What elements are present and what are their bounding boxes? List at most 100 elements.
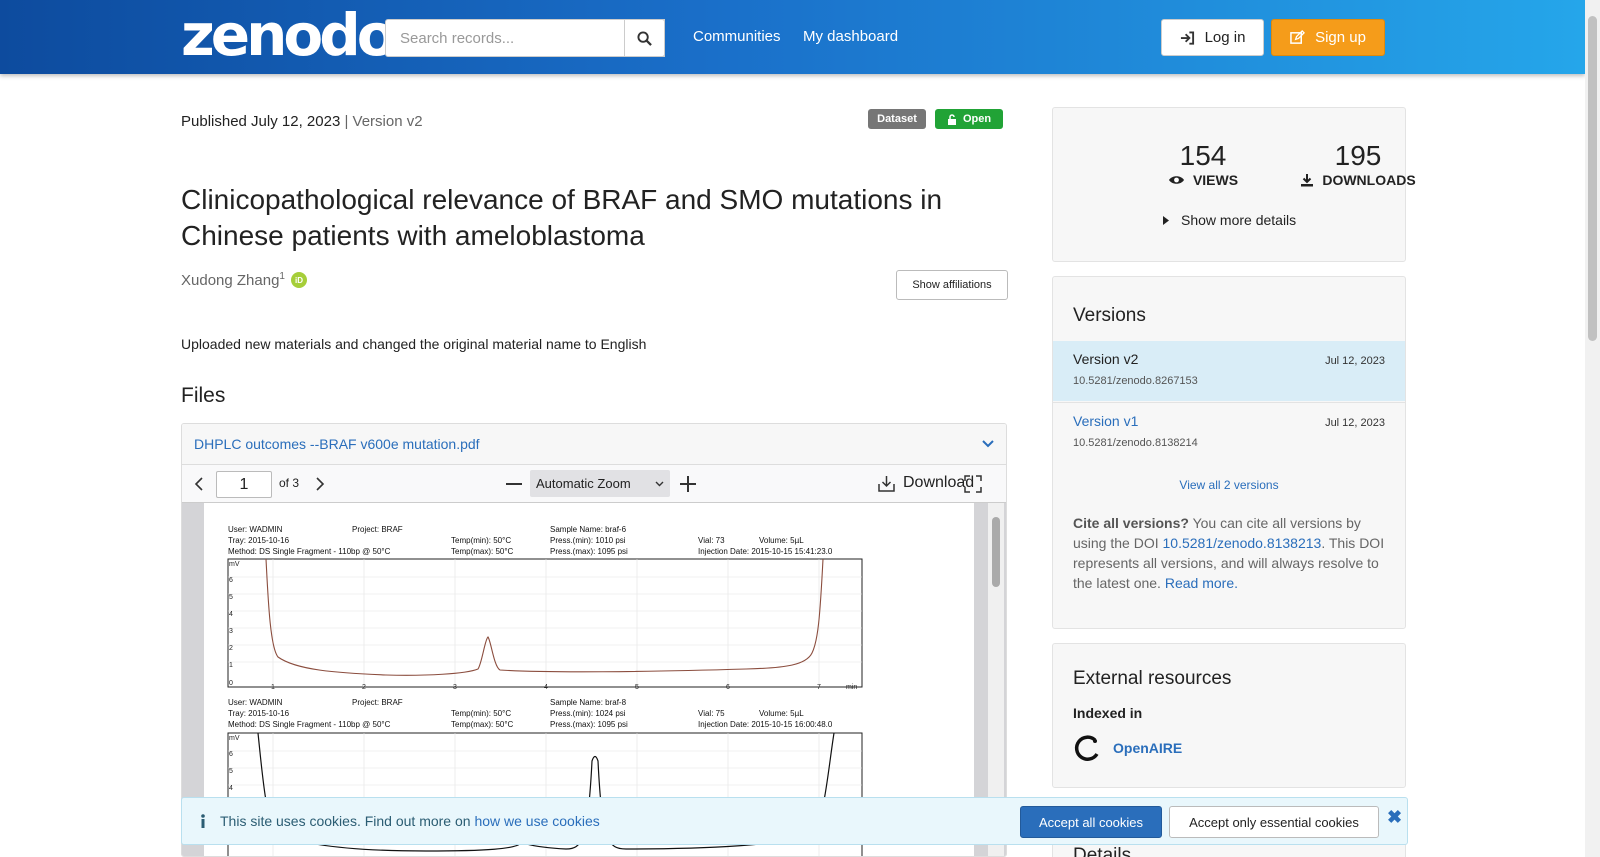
chevron-down-icon[interactable] (982, 440, 994, 448)
show-affiliations-button[interactable]: Show affiliations (896, 270, 1008, 300)
nav-communities[interactable]: Communities (693, 28, 781, 45)
svg-text:5: 5 (635, 684, 639, 689)
accept-essential-cookies-button[interactable]: Accept only essential cookies (1169, 806, 1379, 838)
svg-text:3: 3 (229, 628, 233, 635)
svg-text:1: 1 (271, 684, 275, 689)
chart1-meta-col2: Project: BRAF (352, 525, 403, 534)
svg-text:2: 2 (362, 684, 366, 689)
chart2-meta-col5: Vial: 75 Injection Date: 2015-10-15 16:00… (698, 709, 833, 729)
login-label: Log in (1204, 29, 1246, 46)
unlock-icon (947, 113, 956, 125)
downloads-count: 195 (1334, 140, 1382, 171)
file-header[interactable]: DHPLC outcomes --BRAF v600e mutation.pdf (182, 424, 1006, 465)
zenodo-logo[interactable]: zenodo (181, 1, 397, 69)
author: Xudong Zhang1 iD (181, 271, 307, 289)
chart1-x-ticks: 1 2 3 4 5 6 7 min (271, 684, 857, 689)
published-label: Published July 12, 2023 (181, 113, 341, 130)
pdf-scroll-thumb[interactable] (992, 517, 1000, 587)
view-all-versions-link[interactable]: View all 2 versions (1179, 478, 1279, 492)
fullscreen-icon[interactable] (964, 475, 982, 493)
file-preview-panel: DHPLC outcomes --BRAF v600e mutation.pdf… (181, 423, 1007, 857)
svg-text:5: 5 (229, 594, 233, 601)
orcid-icon[interactable]: iD (290, 272, 307, 288)
downloads-label: DOWNLOADS (1278, 172, 1438, 188)
cookie-banner: This site uses cookies. Find out more on… (181, 797, 1408, 845)
sign-in-icon (1180, 30, 1194, 45)
version-label: | Version v2 (344, 113, 423, 130)
svg-text:6: 6 (229, 577, 233, 584)
external-resources-heading: External resources (1073, 668, 1232, 689)
eye-icon (1168, 176, 1184, 184)
signup-button[interactable]: Sign up (1271, 19, 1385, 56)
svg-text:4: 4 (544, 684, 548, 689)
published-date: Published July 12, 2023 | Version v2 (181, 113, 423, 130)
download-icon (878, 475, 895, 492)
pdf-download-label: Download (903, 474, 975, 491)
cite-doi-link[interactable]: 10.5281/zenodo.8138213 (1162, 535, 1322, 551)
signup-label: Sign up (1315, 29, 1366, 46)
author-affiliation-number: 1 (279, 271, 285, 282)
page-scroll-thumb[interactable] (1588, 16, 1597, 341)
login-button[interactable]: Log in (1161, 19, 1264, 56)
chevron-down-icon (655, 481, 664, 486)
zoom-in-icon[interactable] (680, 476, 696, 492)
version-doi: 10.5281/zenodo.8138214 (1073, 437, 1198, 449)
svg-text:mV: mV (229, 561, 240, 568)
version-doi: 10.5281/zenodo.8267153 (1073, 375, 1198, 387)
chart1-y-ticks: mV 6 5 4 3 2 1 0 (229, 561, 240, 687)
nav-my-dashboard[interactable]: My dashboard (803, 28, 899, 45)
search-input[interactable]: Search records... (385, 19, 665, 57)
edit-icon (1290, 30, 1306, 44)
close-icon[interactable]: ✖ (1387, 807, 1403, 827)
zoom-out-icon[interactable] (506, 483, 522, 485)
chart2-meta-col2: Project: BRAF (352, 698, 403, 707)
details-heading: Details (1073, 845, 1132, 857)
site-header: zenodo Search records... Communities My … (0, 0, 1585, 74)
zoom-value: Automatic Zoom (536, 476, 631, 491)
search-icon (637, 30, 652, 46)
version-item-v2[interactable]: Version v2 Jul 12, 2023 10.5281/zenodo.8… (1053, 341, 1405, 401)
svg-text:4: 4 (229, 785, 233, 792)
page-number-input[interactable]: 1 (216, 471, 272, 498)
pdf-page: User: WADMIN Tray: 2015-10-16 Method: DS S… (204, 503, 974, 856)
files-heading: Files (181, 384, 226, 407)
read-more-link[interactable]: Read more. (1164, 575, 1238, 591)
zoom-select[interactable]: Automatic Zoom (530, 470, 670, 497)
page-scrollbar[interactable] (1585, 0, 1600, 857)
indexed-in-label: Indexed in (1073, 705, 1143, 721)
openaire-link[interactable]: OpenAIRE (1073, 734, 1182, 762)
author-name[interactable]: Xudong Zhang1 (181, 271, 285, 289)
caret-right-icon (1163, 215, 1169, 225)
accept-all-cookies-button[interactable]: Accept all cookies (1020, 806, 1162, 838)
chart1-meta-col6: Volume: 5µL (759, 536, 804, 545)
previous-page-icon[interactable] (194, 477, 204, 491)
record-title: Clinicopathological relevance of BRAF an… (181, 184, 943, 251)
svg-text:0: 0 (229, 680, 233, 687)
versions-card: Versions Version v2 Jul 12, 2023 10.5281… (1052, 276, 1406, 629)
show-more-details-label: Show more details (1181, 212, 1297, 228)
cite-bold: Cite all versions? (1073, 515, 1189, 531)
chart1-meta-col4: Sample Name: braf-6 Press.(min): 1010 psi… (550, 525, 628, 556)
pdf-scrollbar[interactable] (988, 503, 1004, 856)
version-date: Jul 12, 2023 (1325, 417, 1385, 429)
svg-text:2: 2 (229, 645, 233, 652)
next-page-icon[interactable] (315, 477, 325, 491)
version-date: Jul 12, 2023 (1325, 355, 1385, 367)
show-more-details-toggle[interactable]: Show more details (1163, 212, 1296, 228)
svg-text:6: 6 (229, 751, 233, 758)
svg-text:4: 4 (229, 611, 233, 618)
version-item-v1[interactable]: Version v1 Jul 12, 2023 10.5281/zenodo.8… (1053, 402, 1405, 462)
cite-text-1: You can cite all versions by using the D… (1073, 515, 1361, 551)
file-name[interactable]: DHPLC outcomes --BRAF v600e mutation.pdf (194, 436, 480, 452)
page-count: of 3 (279, 476, 300, 490)
views-label: VIEWS (1123, 172, 1283, 188)
chart1-meta-col3: Temp(min): 50°C Temp(max): 50°C (451, 536, 514, 556)
chart2-meta-col1: User: WADMIN Tray: 2015-10-16 Method: DS S… (228, 698, 391, 729)
version-name[interactable]: Version v1 (1073, 413, 1139, 429)
chart2-meta-col3: Temp(min): 50°C Temp(max): 50°C (451, 709, 514, 729)
search-button[interactable] (624, 19, 665, 57)
cookie-policy-link[interactable]: how we use cookies (474, 813, 600, 829)
pdf-download-button[interactable]: Download (878, 474, 974, 492)
download-icon (1301, 174, 1314, 187)
versions-heading: Versions (1073, 305, 1146, 326)
